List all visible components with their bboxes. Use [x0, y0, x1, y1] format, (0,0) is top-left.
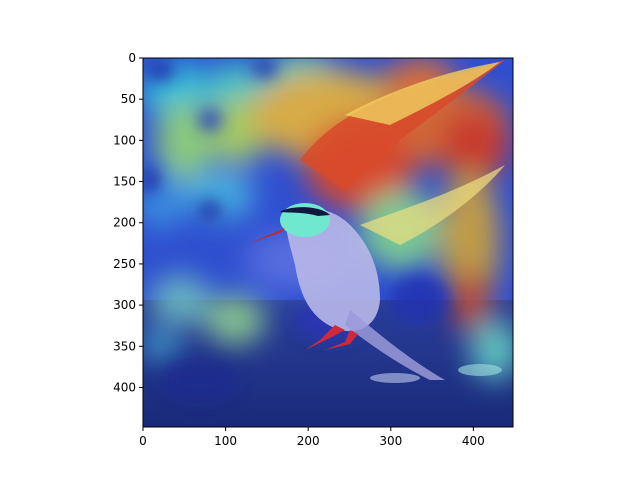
x-tick-label: 200 [297, 434, 320, 448]
x-tick-label: 300 [379, 434, 402, 448]
y-axis: 0 50 100 150 200 250 300 350 400 [113, 51, 143, 394]
y-tick-label: 300 [113, 298, 136, 312]
heatmap-image [143, 58, 513, 427]
axes-frame [142, 57, 514, 428]
y-tick-label: 400 [113, 380, 136, 394]
y-tick-label: 150 [113, 175, 136, 189]
tern-bird [248, 60, 505, 380]
x-tick-label: 100 [214, 434, 237, 448]
x-axis: 0 100 200 300 400 [139, 427, 485, 448]
x-tick-label: 0 [139, 434, 147, 448]
y-tick-label: 100 [113, 133, 136, 147]
y-tick-label: 350 [113, 339, 136, 353]
y-tick-label: 50 [121, 92, 136, 106]
y-tick-label: 200 [113, 216, 136, 230]
y-tick-label: 250 [113, 257, 136, 271]
water-splash [370, 364, 502, 383]
y-tick-label: 0 [128, 51, 136, 65]
x-tick-label: 400 [462, 434, 485, 448]
